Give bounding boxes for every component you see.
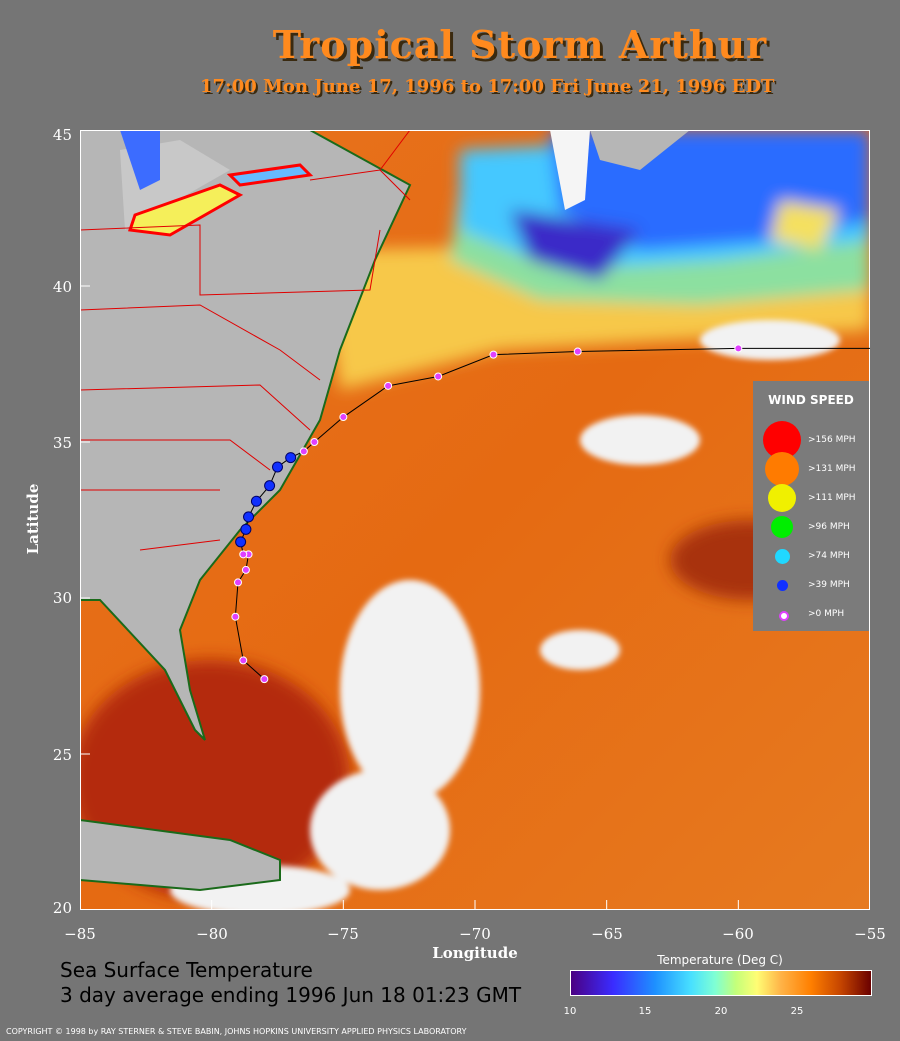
track-point	[573, 347, 582, 356]
lon-tick: −75	[327, 925, 359, 943]
copyright-notice: COPYRIGHT © 1998 by RAY STERNER & STEVE …	[6, 1027, 467, 1036]
wind-speed-legend: WIND SPEED >156 MPH >131 MPH >111 MPH >96 M…	[753, 381, 869, 631]
track-point	[489, 350, 498, 359]
lon-tick: −55	[854, 925, 886, 943]
track-point	[234, 578, 242, 587]
track-point	[243, 511, 255, 523]
track-point	[250, 495, 262, 507]
track-point	[260, 675, 269, 684]
legend-item: >156 MPH	[753, 421, 869, 459]
caption-line-1: Sea Surface Temperature	[60, 958, 313, 982]
track-point	[264, 480, 276, 492]
track-point	[339, 413, 348, 422]
lat-tick: 45	[52, 126, 72, 144]
legend-swatch	[779, 611, 789, 621]
caption-line-2: 3 day average ending 1996 Jun 18 01:23 G…	[60, 983, 522, 1007]
legend-label: >111 MPH	[808, 493, 856, 503]
lon-tick: −85	[64, 925, 96, 943]
map-title: Tropical Storm Arthur	[272, 22, 768, 67]
track-point	[434, 372, 443, 381]
lon-tick: −60	[722, 925, 754, 943]
lat-tick: 30	[52, 589, 72, 607]
legend-item: >111 MPH	[753, 484, 869, 512]
legend-item: >0 MPH	[753, 601, 869, 627]
track-point	[384, 381, 393, 390]
lat-tick: 40	[52, 278, 72, 296]
track-point	[299, 447, 308, 456]
lat-tick: 25	[52, 746, 72, 764]
legend-item: >96 MPH	[753, 514, 869, 540]
colorbar-label: 10	[563, 1006, 577, 1017]
map-frame	[80, 130, 870, 910]
lon-tick: −65	[591, 925, 623, 943]
legend-swatch	[771, 516, 793, 538]
legend-label: >39 MPH	[808, 580, 850, 590]
lat-tick: 35	[52, 434, 72, 452]
legend-swatch	[768, 484, 796, 512]
legend-label: >131 MPH	[808, 464, 856, 474]
legend-swatch	[776, 579, 788, 591]
track-point	[310, 438, 319, 446]
track-point	[241, 565, 250, 574]
legend-item: >39 MPH	[753, 572, 869, 598]
legend-item: >74 MPH	[753, 543, 869, 569]
sst-north-zones	[320, 130, 870, 390]
lon-tick: −70	[459, 925, 491, 943]
track-point	[240, 523, 252, 535]
legend-label: >74 MPH	[808, 551, 850, 561]
track-point	[231, 612, 240, 621]
track-point	[272, 461, 283, 473]
y-axis-label: Latitude	[24, 483, 42, 555]
legend-swatch	[765, 452, 799, 486]
colorbar-label: 15	[638, 1006, 652, 1017]
temperature-colorbar	[570, 970, 872, 996]
legend-title: WIND SPEED	[768, 393, 854, 407]
storm-track	[231, 344, 870, 684]
cloud-cover	[170, 320, 840, 910]
track-point	[239, 550, 248, 559]
legend-label: >96 MPH	[808, 522, 850, 532]
x-axis-label: Longitude	[432, 944, 518, 962]
colorbar-label: 20	[714, 1006, 728, 1017]
colorbar-label: 25	[790, 1006, 804, 1017]
map-subtitle: 17:00 Mon June 17, 1996 to 17:00 Fri Jun…	[200, 76, 775, 97]
lat-tick: 20	[52, 899, 72, 917]
track-point	[239, 656, 248, 665]
legend-label: >0 MPH	[808, 609, 845, 619]
legend-label: >156 MPH	[808, 435, 856, 445]
great-lakes	[120, 130, 314, 237]
legend-swatch	[774, 548, 790, 564]
lon-tick: −80	[196, 925, 228, 943]
track-point	[235, 536, 247, 548]
track-point	[734, 344, 743, 353]
sst-map	[80, 130, 870, 910]
colorbar-title: Temperature (Deg C)	[657, 953, 783, 967]
map-grid	[80, 130, 870, 910]
legend-item: >131 MPH	[753, 452, 869, 486]
track-point	[285, 452, 297, 464]
state-borders	[80, 130, 411, 551]
